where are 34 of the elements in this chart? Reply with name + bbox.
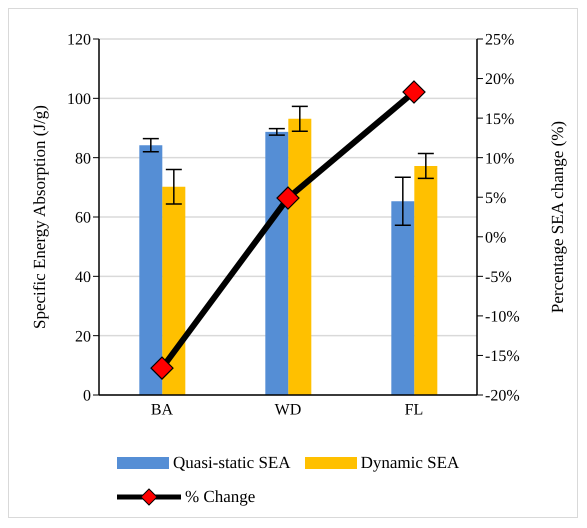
- y-axis-title: Specific Energy Absorption (J/g): [30, 105, 50, 329]
- legend-label: Dynamic SEA: [360, 453, 460, 473]
- y-tick-label: 20: [75, 328, 91, 346]
- y-tick-label: 40: [75, 269, 91, 286]
- y2-tick-label: 15%: [485, 110, 514, 128]
- bar: [391, 201, 414, 395]
- bar: [265, 132, 288, 395]
- y2-tick-label: 20%: [485, 71, 514, 88]
- y2-axis-title: Percentage SEA change (%): [548, 120, 568, 314]
- bar: [139, 145, 162, 395]
- bar: [414, 166, 438, 395]
- legend-label: Quasi-static SEA: [173, 453, 291, 473]
- legend-label: % Change: [185, 487, 256, 507]
- y-tick-label: 60: [75, 210, 91, 227]
- y-tick-label: 120: [67, 32, 91, 49]
- x-tick-label: BA: [150, 401, 174, 418]
- y-tick-label: 80: [75, 150, 91, 168]
- y2-tick-label: -15%: [485, 348, 520, 366]
- point: [150, 356, 174, 380]
- point: [402, 80, 426, 104]
- bar: [162, 186, 186, 395]
- y-tick-label: 0: [83, 388, 91, 405]
- y2-tick-label: 10%: [485, 150, 514, 168]
- y-tick-label: 100: [67, 91, 91, 108]
- y2-tick-label: 0%: [485, 229, 506, 246]
- bar: [288, 118, 312, 395]
- y2-tick-label: 5%: [485, 190, 506, 207]
- point: [276, 186, 300, 210]
- x-tick-label: WD: [274, 401, 302, 418]
- y2-tick-label: -5%: [485, 269, 512, 286]
- y2-tick-label: 25%: [485, 32, 514, 49]
- y2-tick-label: -20%: [485, 388, 520, 405]
- x-tick-label: FL: [404, 401, 424, 418]
- y2-tick-label: -10%: [485, 308, 520, 326]
